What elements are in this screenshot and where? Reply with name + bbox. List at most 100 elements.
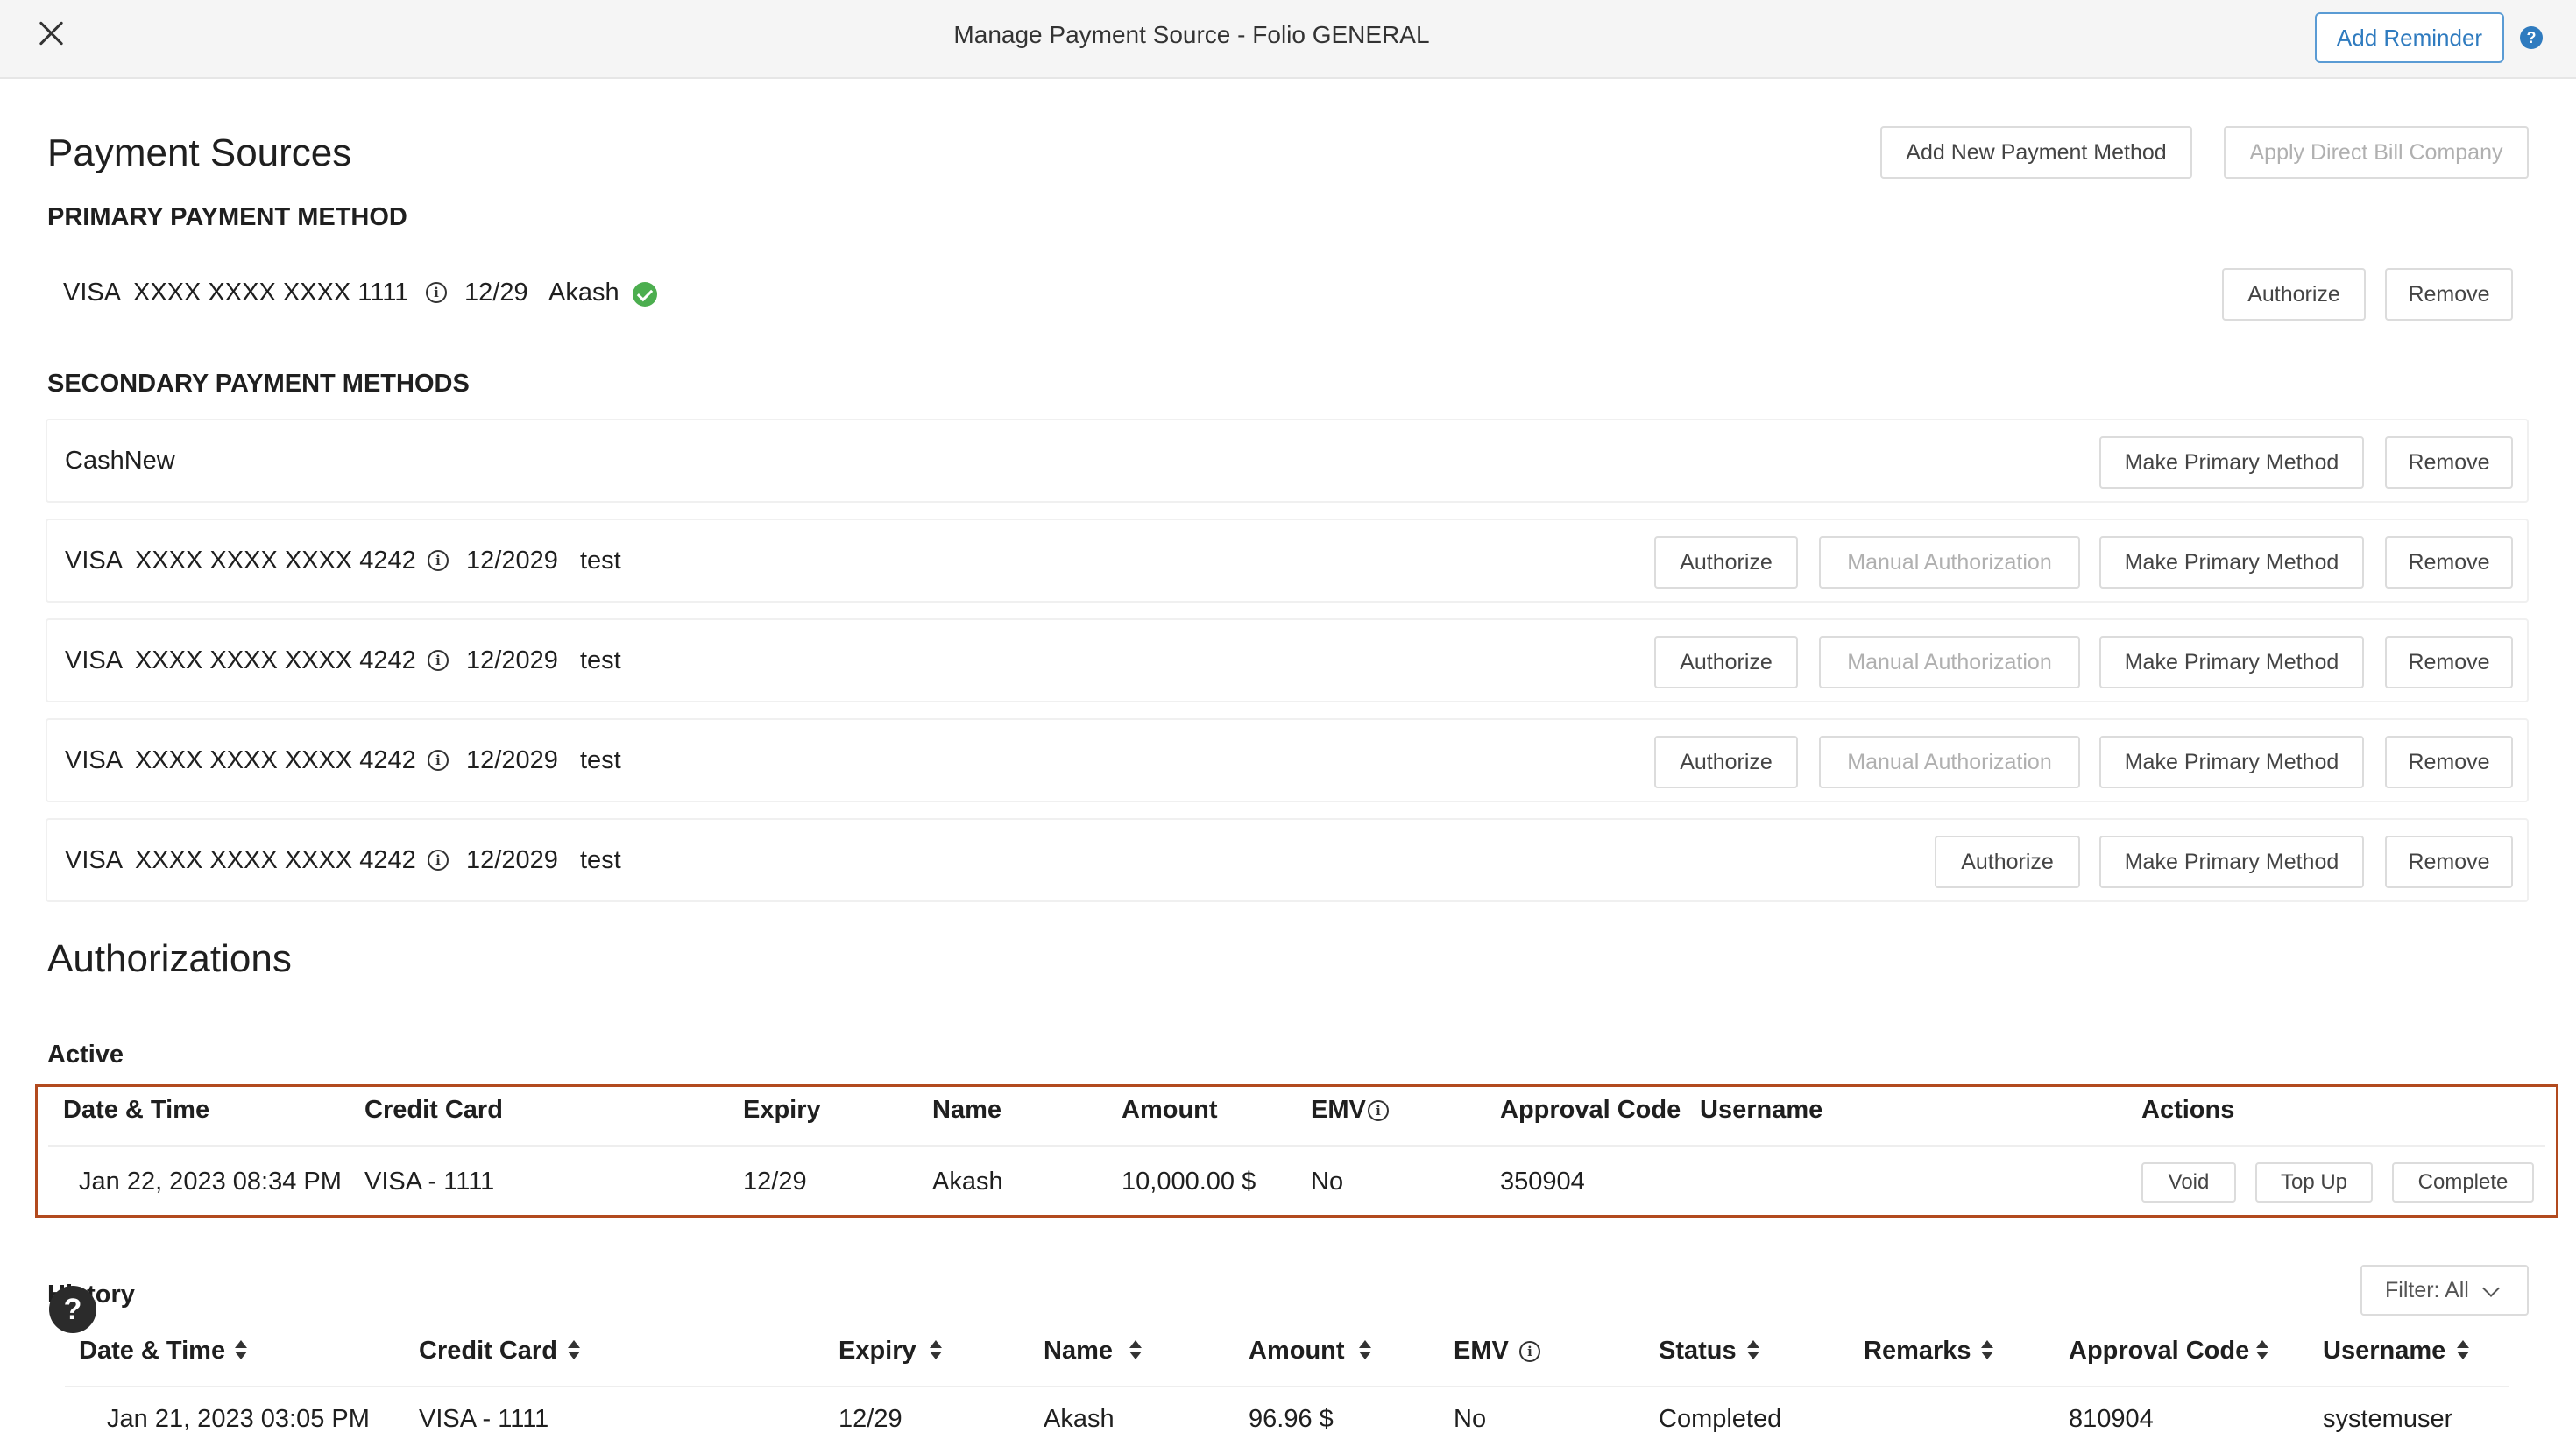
- column-header-amount: Amount: [1122, 1096, 1218, 1124]
- card-expiry: 12/29: [464, 279, 528, 307]
- active-heading: Active: [47, 1041, 124, 1069]
- card-holder-name: Akash: [548, 279, 619, 307]
- auth-approval-code: 350904: [1500, 1168, 1585, 1196]
- column-header-credit-card: Credit Card: [364, 1096, 503, 1124]
- sort-icon[interactable]: [568, 1340, 580, 1361]
- card-number: XXXX XXXX XXXX 4242: [135, 846, 416, 874]
- card-expiry: 12/2029: [466, 746, 558, 774]
- card-expiry: 12/2029: [466, 846, 558, 874]
- authorize-button[interactable]: Authorize: [1654, 636, 1798, 688]
- column-header-emv: EMV: [1311, 1096, 1366, 1124]
- sort-icon[interactable]: [1359, 1340, 1371, 1361]
- history-expiry: 12/29: [839, 1405, 902, 1433]
- history-username: systemuser: [2323, 1405, 2453, 1433]
- remove-button[interactable]: Remove: [2385, 736, 2513, 788]
- card-number: XXXX XXXX XXXX 4242: [135, 547, 416, 575]
- column-header-date-time[interactable]: Date & Time: [79, 1337, 226, 1365]
- remove-button[interactable]: Remove: [2385, 836, 2513, 888]
- complete-button[interactable]: Complete: [2392, 1162, 2534, 1203]
- card-number: XXXX XXXX XXXX 1111: [133, 279, 409, 307]
- sort-icon[interactable]: [235, 1340, 247, 1361]
- row-divider: [65, 1386, 2509, 1387]
- remove-button[interactable]: Remove: [2385, 436, 2513, 489]
- info-icon[interactable]: i: [428, 850, 449, 871]
- manual-authorization-button[interactable]: Manual Authorization: [1819, 736, 2080, 788]
- top-bar: Manage Payment Source - Folio GENERAL Ad…: [0, 0, 2576, 79]
- authorize-button[interactable]: Authorize: [1654, 736, 1798, 788]
- secondary-payment-heading: SECONDARY PAYMENT METHODS: [47, 370, 470, 398]
- info-icon[interactable]: i: [428, 650, 449, 671]
- remove-button[interactable]: Remove: [2385, 536, 2513, 589]
- info-icon[interactable]: i: [426, 282, 447, 303]
- card-brand: VISA: [65, 846, 124, 874]
- column-header-approval-code[interactable]: Approval Code: [2069, 1337, 2250, 1365]
- info-icon[interactable]: i: [428, 750, 449, 771]
- column-header-status[interactable]: Status: [1659, 1337, 1737, 1365]
- history-filter-dropdown[interactable]: Filter: All: [2360, 1265, 2529, 1316]
- column-header-approval-code: Approval Code: [1500, 1096, 1681, 1124]
- make-primary-button[interactable]: Make Primary Method: [2099, 436, 2364, 489]
- add-reminder-button[interactable]: Add Reminder: [2315, 12, 2504, 63]
- history-status: Completed: [1659, 1405, 1782, 1433]
- card-holder-name: test: [580, 547, 621, 575]
- top-up-button[interactable]: Top Up: [2255, 1162, 2373, 1203]
- authorize-button[interactable]: Authorize: [1935, 836, 2080, 888]
- card-holder-name: test: [580, 846, 621, 874]
- make-primary-button[interactable]: Make Primary Method: [2099, 836, 2364, 888]
- auth-datetime: Jan 22, 2023 08:34 PM: [79, 1168, 342, 1196]
- card-brand: VISA: [65, 646, 124, 674]
- column-header-username: Username: [1700, 1096, 1823, 1124]
- card-brand: VISA: [63, 279, 122, 307]
- history-emv: No: [1454, 1405, 1487, 1433]
- column-header-amount[interactable]: Amount: [1249, 1337, 1345, 1365]
- primary-payment-heading: PRIMARY PAYMENT METHOD: [47, 203, 407, 231]
- history-amount: 96.96 $: [1249, 1405, 1334, 1433]
- history-approval-code: 810904: [2069, 1405, 2154, 1433]
- column-header-name[interactable]: Name: [1044, 1337, 1113, 1365]
- page-title: Manage Payment Source - Folio GENERAL: [953, 21, 1430, 48]
- sort-icon[interactable]: [1981, 1340, 1993, 1361]
- history-card: VISA - 1111: [419, 1405, 549, 1433]
- verified-check-icon: [633, 282, 657, 307]
- make-primary-button[interactable]: Make Primary Method: [2099, 536, 2364, 589]
- card-expiry: 12/2029: [466, 646, 558, 674]
- auth-amount: 10,000.00 $: [1122, 1168, 1256, 1196]
- authorize-button[interactable]: Authorize: [1654, 536, 1798, 589]
- sort-icon[interactable]: [930, 1340, 942, 1361]
- manual-authorization-button[interactable]: Manual Authorization: [1819, 636, 2080, 688]
- manual-authorization-button[interactable]: Manual Authorization: [1819, 536, 2080, 589]
- card-brand: VISA: [65, 547, 124, 575]
- make-primary-button[interactable]: Make Primary Method: [2099, 636, 2364, 688]
- column-header-credit-card[interactable]: Credit Card: [419, 1337, 557, 1365]
- emv-info-icon[interactable]: i: [1519, 1341, 1540, 1362]
- sort-icon[interactable]: [2457, 1340, 2469, 1361]
- secondary-payment-row: VISA XXXX XXXX XXXX 4242 i 12/2029 test …: [46, 818, 2529, 902]
- active-authorizations-table: Date & Time Credit Card Expiry Name Amou…: [35, 1084, 2558, 1218]
- remove-button[interactable]: Remove: [2385, 636, 2513, 688]
- secondary-payment-row: VISA XXXX XXXX XXXX 4242 i 12/2029 test …: [46, 519, 2529, 603]
- auth-name: Akash: [932, 1168, 1003, 1196]
- sort-icon[interactable]: [2256, 1340, 2268, 1361]
- history-name: Akash: [1044, 1405, 1115, 1433]
- authorize-button[interactable]: Authorize: [2222, 268, 2366, 321]
- void-button[interactable]: Void: [2141, 1162, 2236, 1203]
- authorizations-title: Authorizations: [47, 937, 292, 980]
- card-expiry: 12/2029: [466, 547, 558, 575]
- sort-icon[interactable]: [1747, 1340, 1759, 1361]
- info-icon[interactable]: i: [428, 550, 449, 571]
- make-primary-button[interactable]: Make Primary Method: [2099, 736, 2364, 788]
- secondary-payment-row: VISA XXXX XXXX XXXX 4242 i 12/2029 test …: [46, 618, 2529, 702]
- add-new-payment-method-button[interactable]: Add New Payment Method: [1880, 126, 2192, 179]
- column-header-expiry[interactable]: Expiry: [839, 1337, 916, 1365]
- remove-button[interactable]: Remove: [2385, 268, 2513, 321]
- column-header-emv[interactable]: EMV: [1454, 1337, 1509, 1365]
- column-header-date-time: Date & Time: [63, 1096, 210, 1124]
- floating-help-button[interactable]: ?: [49, 1286, 96, 1333]
- column-header-remarks[interactable]: Remarks: [1864, 1337, 1971, 1365]
- sort-icon[interactable]: [1129, 1340, 1142, 1361]
- help-icon[interactable]: ?: [2520, 26, 2543, 49]
- apply-direct-bill-company-button[interactable]: Apply Direct Bill Company: [2224, 126, 2529, 179]
- emv-info-icon[interactable]: i: [1368, 1100, 1389, 1121]
- column-header-username[interactable]: Username: [2323, 1337, 2446, 1365]
- column-header-name: Name: [932, 1096, 1001, 1124]
